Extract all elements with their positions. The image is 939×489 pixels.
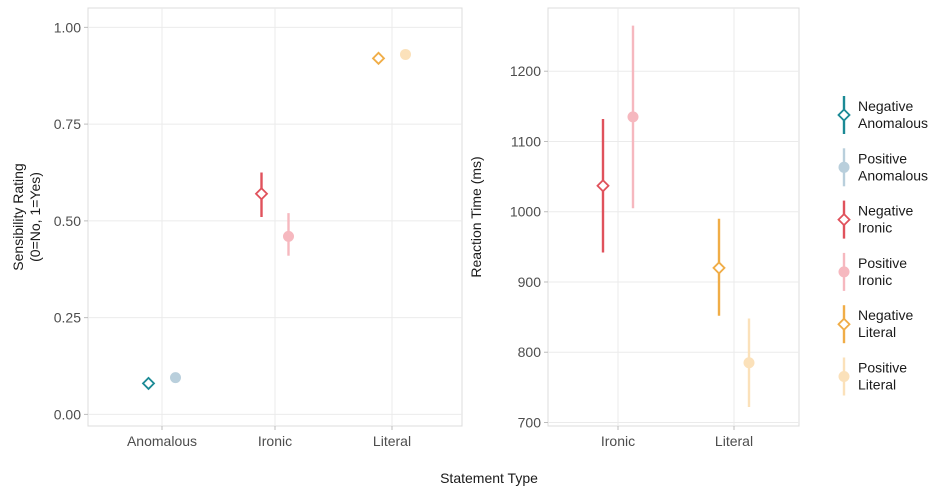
sensibility-ytick-label: 0.00 xyxy=(54,406,81,422)
legend-label-line1: Negative xyxy=(858,203,913,219)
point-positive-ironic xyxy=(283,213,294,256)
circle-marker xyxy=(400,48,411,60)
legend-label-line1: Negative xyxy=(858,98,913,114)
legend-diamond-icon xyxy=(837,317,851,331)
reaction-time-ytick-label: 900 xyxy=(518,274,542,290)
sensibility-ylabel-line1: Sensibility Rating xyxy=(10,163,26,270)
panel-sensibility-y-ticks: 0.00 0.25 0.50 0.75 1.00 xyxy=(54,19,88,422)
panel-reaction-time-marks xyxy=(596,25,755,408)
reaction-time-ytick-label: 1100 xyxy=(511,133,541,149)
point-negative-ironic xyxy=(596,118,610,253)
legend-label-line1: Positive xyxy=(858,150,907,166)
point-positive-anomalous xyxy=(170,372,181,384)
panel-sensibility-marks xyxy=(141,48,411,391)
point-positive-literal xyxy=(743,318,755,408)
panel-sensibility: 0.00 0.25 0.50 0.75 1.00 Anomalous Ironic Lite… xyxy=(10,7,463,449)
reaction-time-xtick-label: Literal xyxy=(715,433,753,449)
sensibility-ytick-label: 1.00 xyxy=(54,19,81,35)
point-positive-ironic xyxy=(627,25,639,209)
panel-reaction-time: 700 800 900 1000 1100 1200 Ironic Literal Reac… xyxy=(468,7,800,449)
legend-label-line2: Anomalous xyxy=(858,115,928,131)
panel-reaction-time-background xyxy=(547,7,800,427)
legend-label-line1: Positive xyxy=(858,360,907,376)
diamond-marker xyxy=(712,261,726,275)
point-negative-ironic xyxy=(254,172,269,217)
point-negative-literal xyxy=(712,218,726,316)
circle-marker xyxy=(283,230,294,242)
legend-label-line2: Ironic xyxy=(858,272,892,288)
reaction-time-ytick-label: 800 xyxy=(518,344,542,360)
reaction-time-xtick-label: Ironic xyxy=(601,433,635,449)
panel-sensibility-x-ticks: Anomalous Ironic Literal xyxy=(127,426,411,449)
panel-reaction-time-x-ticks: Ironic Literal xyxy=(601,426,753,449)
sensibility-ytick-label: 0.75 xyxy=(54,116,81,132)
sensibility-ytick-label: 0.50 xyxy=(54,213,81,229)
diamond-marker xyxy=(596,178,610,193)
diamond-marker xyxy=(141,376,156,391)
point-positive-literal xyxy=(400,48,411,60)
sensibility-ylabel-line2: (0=No, 1=Yes) xyxy=(27,172,43,262)
panel-sensibility-grid xyxy=(88,8,462,426)
reaction-time-ylabel: Reaction Time (ms) xyxy=(468,156,484,277)
reaction-time-ytick-label: 1000 xyxy=(510,204,541,220)
diamond-marker xyxy=(371,51,386,66)
sensibility-xtick-label: Literal xyxy=(373,433,411,449)
sensibility-xtick-label: Ironic xyxy=(258,433,292,449)
point-negative-anomalous xyxy=(141,376,156,391)
shared-xlabel: Statement Type xyxy=(440,470,538,486)
panel-reaction-time-y-ticks: 700 800 900 1000 1100 1200 xyxy=(510,63,548,430)
panel-reaction-time-grid xyxy=(548,8,799,426)
circle-marker xyxy=(170,372,181,384)
legend-label-line2: Literal xyxy=(858,377,896,393)
diamond-marker xyxy=(254,187,269,201)
legend-label-line1: Negative xyxy=(858,307,913,323)
sensibility-xtick-label: Anomalous xyxy=(127,433,197,449)
legend-label-line2: Literal xyxy=(858,324,896,340)
circle-marker xyxy=(627,111,639,123)
circle-marker xyxy=(743,357,755,369)
legend-label-line1: Positive xyxy=(858,255,907,271)
legend-label-line2: Anomalous xyxy=(858,167,928,183)
reaction-time-ytick-label: 700 xyxy=(518,414,542,430)
reaction-time-ytick-label: 1200 xyxy=(510,63,541,79)
legend-diamond-icon xyxy=(837,108,851,122)
legend-circle-icon xyxy=(838,161,850,173)
point-negative-literal xyxy=(371,51,386,66)
legend-circle-icon xyxy=(838,266,850,278)
legend-diamond-icon xyxy=(837,212,851,227)
sensibility-ytick-label: 0.25 xyxy=(54,310,81,326)
legend-circle-icon xyxy=(838,371,850,382)
legend-label-line2: Ironic xyxy=(858,220,892,236)
legend: NegativeAnomalousPositiveAnomalousNegati… xyxy=(837,96,928,396)
